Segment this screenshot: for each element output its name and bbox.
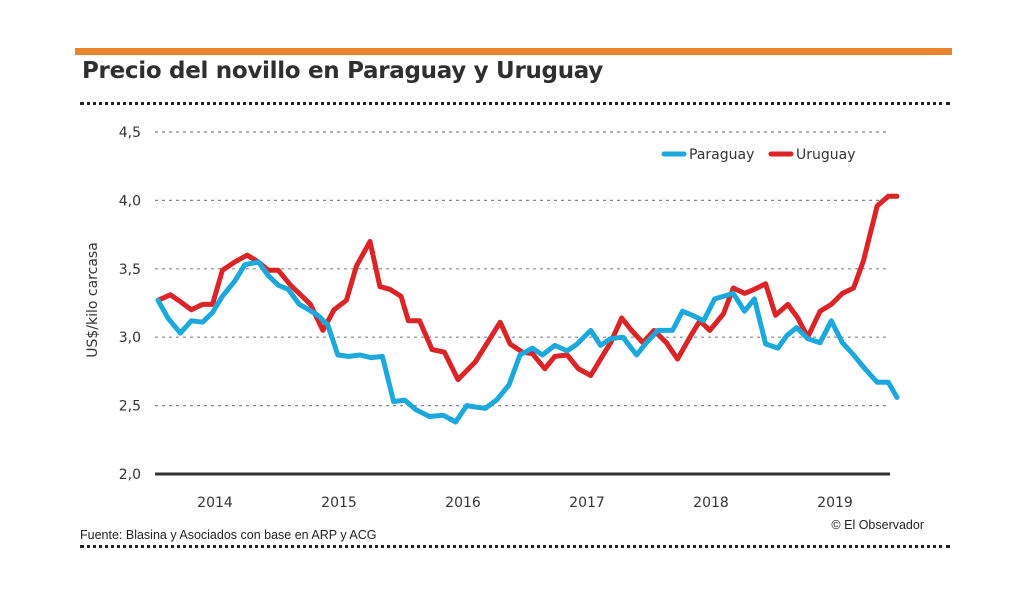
x-tick-label: 2016 (445, 495, 481, 511)
x-tick-label: 2015 (321, 495, 357, 511)
series-line-uruguay (155, 193, 900, 383)
source-note: Fuente: Blasina y Asociados con base en … (80, 528, 377, 542)
legend-label-uruguay: Uruguay (796, 147, 856, 163)
y-tick-label: 4,0 (119, 193, 141, 209)
bottom-divider (80, 545, 950, 548)
x-tick-labels: 2014 2015 2016 2017 2018 2019 (197, 495, 853, 511)
series-line-paraguay (155, 259, 900, 425)
y-tick-label: 3,5 (119, 262, 141, 278)
accent-bar (75, 48, 952, 55)
series-lines (155, 193, 900, 425)
x-tick-label: 2017 (569, 495, 605, 511)
x-tick-label: 2019 (817, 495, 853, 511)
y-tick-label: 2,0 (119, 467, 141, 483)
x-tick-label: 2014 (197, 495, 233, 511)
grid-lines (155, 131, 890, 476)
chart-title: Precio del novillo en Paraguay y Uruguay (82, 58, 603, 84)
credit: © El Observador (831, 518, 924, 532)
top-divider (80, 102, 950, 105)
x-tick-label: 2018 (693, 495, 729, 511)
y-tick-label: 2,5 (119, 399, 141, 415)
legend: Paraguay Uruguay (661, 147, 856, 163)
y-axis-label: US$/kilo carcasa (85, 242, 101, 358)
legend-label-paraguay: Paraguay (689, 147, 754, 163)
y-tick-labels: 2,0 2,5 3,0 3,5 4,0 4,5 (119, 125, 141, 483)
y-tick-label: 3,0 (119, 330, 141, 346)
y-tick-label: 4,5 (119, 125, 141, 141)
